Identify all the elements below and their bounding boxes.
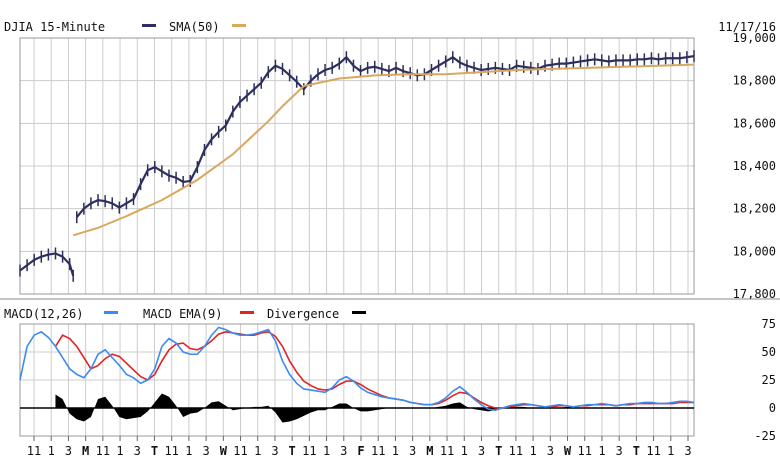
x-tick-label-35: T — [633, 444, 640, 458]
price-line-segment-0 — [19, 252, 75, 277]
price-y-tick-6: 19,000 — [733, 31, 776, 45]
x-tick-label-12: 11 — [233, 444, 247, 458]
x-tick-label-2: 3 — [65, 444, 72, 458]
divergence-legend-swatch — [352, 311, 366, 314]
price-y-axis: 17,800 18,000 18,200 18,400 18,600 18,800 19,0… — [733, 31, 776, 301]
x-tick-label-15: T — [289, 444, 296, 458]
price-series-group — [19, 50, 695, 282]
x-tick-label-5: 1 — [116, 444, 123, 458]
x-tick-label-22: 3 — [409, 444, 416, 458]
x-tick-label-31: W — [564, 444, 572, 458]
price-y-tick-3: 18,400 — [733, 159, 776, 173]
macd-y-tick-1: 0 — [769, 401, 776, 415]
ema-legend-label: MACD EMA(9) — [143, 307, 222, 321]
x-tick-label-27: T — [495, 444, 502, 458]
x-tick-label-16: 11 — [302, 444, 316, 458]
macd-y-tick-3: 50 — [762, 345, 776, 359]
x-tick-label-37: 1 — [667, 444, 674, 458]
x-tick-label-20: 11 — [371, 444, 385, 458]
price-legend-swatch — [142, 24, 156, 27]
chart-date: 11/17/16 — [718, 20, 776, 34]
x-tick-label-26: 3 — [478, 444, 485, 458]
divergence-area — [55, 393, 694, 423]
price-y-tick-5: 18,800 — [733, 74, 776, 88]
price-y-tick-1: 18,000 — [733, 244, 776, 258]
x-tick-label-30: 3 — [547, 444, 554, 458]
sma-legend-label: SMA(50) — [169, 20, 220, 34]
x-tick-label-1: 1 — [48, 444, 55, 458]
macd-y-tick-4: 75 — [762, 317, 776, 331]
x-tick-label-19: F — [357, 444, 364, 458]
x-tick-label-32: 11 — [578, 444, 592, 458]
x-tick-label-6: 3 — [134, 444, 141, 458]
sma-line — [72, 63, 695, 237]
macd-y-tick-2: 25 — [762, 373, 776, 387]
x-tick-label-28: 11 — [509, 444, 523, 458]
x-tick-label-36: 11 — [646, 444, 660, 458]
x-tick-label-25: 1 — [461, 444, 468, 458]
x-tick-label-13: 1 — [254, 444, 261, 458]
x-tick-label-4: 11 — [96, 444, 110, 458]
ema-legend-swatch — [240, 311, 254, 314]
x-tick-label-34: 3 — [616, 444, 623, 458]
x-tick-label-7: T — [151, 444, 158, 458]
divergence-legend-label: Divergence — [267, 307, 339, 321]
macd-legend-swatch — [104, 311, 118, 314]
x-tick-label-23: M — [426, 444, 433, 458]
x-tick-label-0: 11 — [27, 444, 41, 458]
x-tick-label-21: 1 — [392, 444, 399, 458]
x-tick-label-24: 11 — [440, 444, 454, 458]
x-tick-label-3: M — [82, 444, 89, 458]
macd-series-group — [19, 326, 695, 423]
x-tick-label-11: W — [220, 444, 228, 458]
x-tick-label-10: 3 — [202, 444, 209, 458]
x-tick-label-9: 1 — [185, 444, 192, 458]
x-tick-label-17: 1 — [323, 444, 330, 458]
sma-legend-swatch — [232, 24, 246, 27]
macd-line — [19, 326, 695, 412]
macd-legend-label: MACD(12,26) — [4, 307, 83, 321]
x-tick-label-29: 1 — [529, 444, 536, 458]
chart-title: DJIA 15-Minute — [4, 20, 105, 34]
macd-y-tick-0: -25 — [754, 429, 776, 443]
macd-grid — [20, 323, 694, 437]
macd-y-axis: -25 0 25 50 75 — [754, 317, 776, 443]
price-line-segment-1 — [75, 55, 695, 218]
ema-line — [54, 331, 694, 409]
price-y-tick-4: 18,600 — [733, 116, 776, 130]
x-tick-label-8: 11 — [164, 444, 178, 458]
price-y-tick-0: 17,800 — [733, 287, 776, 301]
price-panel-frame — [19, 37, 695, 295]
price-y-tick-2: 18,200 — [733, 202, 776, 216]
x-tick-label-18: 3 — [340, 444, 347, 458]
x-tick-label-38: 3 — [684, 444, 691, 458]
x-axis: 11 1 3 M 11 1 3 T 11 1 3 W 11 1 3 T 11 1 3 F 11 1 3 M 11 1 3 T 11 1 3 W… — [27, 436, 692, 458]
x-tick-label-33: 1 — [598, 444, 605, 458]
x-tick-label-14: 3 — [271, 444, 278, 458]
